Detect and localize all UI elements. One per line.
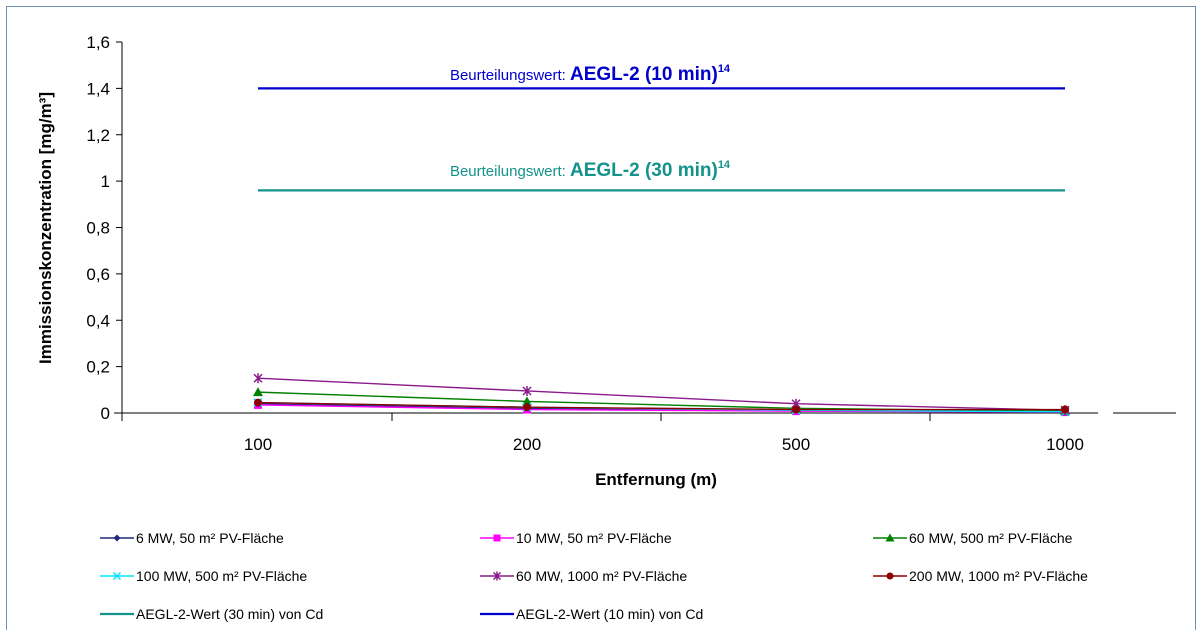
y-axis-title: Immissionskonzentration [mg/m³]: [36, 92, 55, 364]
legend-marker: [113, 534, 121, 542]
legend-label: 60 MW, 1000 m² PV-Fläche: [516, 568, 687, 584]
y-tick-label: 1,2: [86, 126, 110, 145]
y-tick-label: 0,6: [86, 265, 110, 284]
x-tick-label: 1000: [1046, 435, 1084, 454]
annotation-label: Beurteilungswert: AEGL-2 (10 min)14: [450, 63, 731, 85]
y-tick-label: 1: [101, 172, 110, 191]
y-tick-label: 0,4: [86, 311, 110, 330]
y-tick-label: 0: [101, 404, 110, 423]
x-tick-label: 100: [244, 435, 272, 454]
chart-frame: [6, 6, 1196, 630]
legend-label: 100 MW, 500 m² PV-Fläche: [136, 568, 307, 584]
series-line-5: [257, 401, 1065, 411]
legend-label: 60 MW, 500 m² PV-Fläche: [909, 530, 1073, 546]
y-tick-label: 0,2: [86, 358, 110, 377]
legend-label: 200 MW, 1000 m² PV-Fläche: [909, 568, 1088, 584]
data-point: [254, 398, 262, 407]
data-point: [1061, 405, 1069, 414]
data-point: [253, 387, 263, 397]
data-point: [523, 403, 531, 412]
legend-label: AEGL-2-Wert (10 min) von Cd: [516, 606, 703, 622]
data-point: [522, 385, 532, 396]
x-axis-title: Entfernung (m): [595, 470, 717, 489]
y-tick-label: 1,6: [86, 33, 110, 52]
legend-marker: [112, 571, 122, 581]
annotation-label: Beurteilungswert: AEGL-2 (30 min)14: [450, 159, 731, 181]
x-tick-label: 500: [782, 435, 810, 454]
legend-marker: [886, 572, 894, 580]
legend-label: 10 MW, 50 m² PV-Fläche: [516, 530, 672, 546]
data-point: [253, 373, 263, 384]
data-point: [792, 405, 800, 414]
legend-marker: [885, 533, 895, 542]
y-tick-label: 0,8: [86, 219, 110, 238]
x-tick-label: 200: [513, 435, 541, 454]
data-point: [522, 396, 532, 406]
legend-marker: [493, 534, 501, 542]
legend-label: 6 MW, 50 m² PV-Fläche: [136, 530, 284, 546]
y-tick-label: 1,4: [86, 79, 110, 98]
series-line-4: [257, 377, 1066, 411]
legend-label: AEGL-2-Wert (30 min) von Cd: [136, 606, 323, 622]
legend-marker: [492, 571, 502, 581]
